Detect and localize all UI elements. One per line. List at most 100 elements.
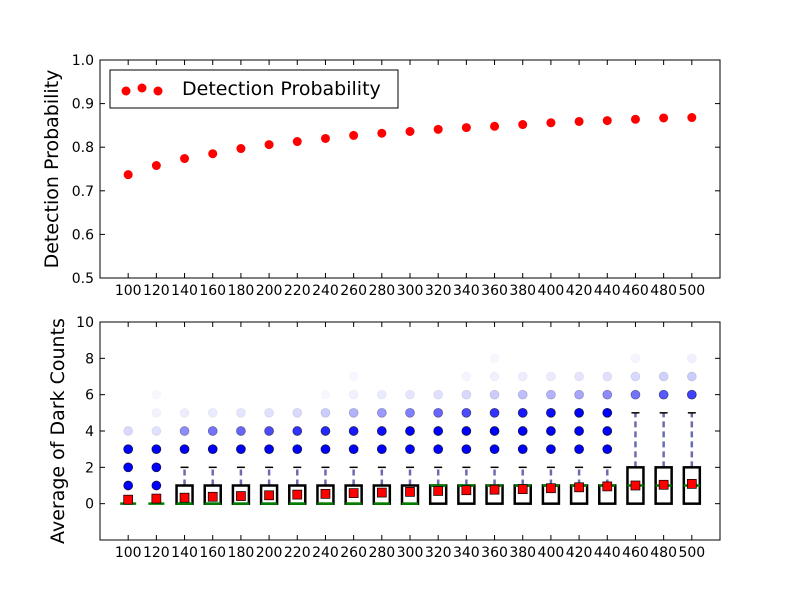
outlier-point [123,480,134,491]
data-point [292,137,302,147]
x-tick-label: 340 [453,283,480,299]
data-point [546,118,556,128]
outlier-point [574,389,584,400]
y-tick-label: 8 [85,351,94,367]
x-tick-label: 480 [650,545,677,561]
data-point [405,127,415,137]
bottom-y-axis: 0 2 4 6 8 10 [76,315,720,513]
x-tick-label: 200 [256,545,283,561]
data-point [123,170,133,180]
outlier-point [321,390,330,399]
outlier-point [433,407,444,418]
top-x-axis: 100 120 140 160 180 200 220 240 260 280 300 320 340 3… [115,60,705,299]
x-tick-label: 440 [594,283,621,299]
x-tick-label: 200 [256,283,283,299]
outlier-point [152,390,161,399]
outlier-point [348,389,359,400]
data-point [602,116,612,126]
y-tick-label: 0.9 [72,97,94,113]
x-tick-label: 460 [622,545,649,561]
outlier-point [320,426,331,436]
x-tick-label: 380 [509,545,536,561]
x-tick-label: 360 [481,283,508,299]
outlier-point [602,389,613,400]
outlier-point [574,371,584,382]
outlier-point [658,371,669,382]
x-tick-label: 260 [340,545,367,561]
data-point [377,128,387,138]
data-point [264,140,274,150]
outlier-point [151,444,162,455]
mean-marker [517,484,528,494]
outlier-point [686,371,697,382]
mean-marker [236,491,246,501]
y-tick-label: 0.6 [72,227,94,243]
outlier-point [264,444,274,455]
outlier-point [546,426,556,436]
outlier-point [376,444,387,455]
y-tick-label: 6 [85,388,94,404]
mean-marker [292,489,303,500]
x-tick-label: 300 [397,283,424,299]
outlier-point [349,372,358,381]
outlier-point [489,407,500,418]
x-tick-label: 420 [566,545,593,561]
outlier-point [630,389,641,400]
outlier-point [320,407,331,418]
outlier-point [686,389,697,400]
outlier-point [376,426,387,436]
outlier-point [546,407,556,418]
outlier-point [433,444,444,455]
x-tick-label: 260 [340,283,367,299]
outlier-point [207,444,218,455]
outlier-point [405,426,415,436]
mean-marker [433,486,444,496]
x-tick-label: 500 [678,283,705,299]
outlier-point [630,371,641,382]
y-tick-label: 0 [85,497,94,513]
x-tick-label: 160 [199,283,226,299]
outlier-point [292,444,303,455]
outlier-point [517,426,528,436]
mean-marker [461,485,472,496]
mean-marker [405,487,415,497]
outlier-point [574,426,584,436]
outlier-point [236,426,246,436]
outlier-point [489,426,500,436]
x-tick-label: 460 [622,283,649,299]
outlier-point [658,389,669,400]
x-tick-label: 160 [199,545,226,561]
data-point [574,116,584,126]
x-tick-label: 220 [284,545,311,561]
x-tick-label: 400 [538,283,565,299]
top-y-axis-label: Detection Probability [41,70,63,269]
outlier-point [490,354,499,363]
outlier-point [405,407,415,418]
top-legend: Detection Probability [109,69,399,109]
outlier-point [179,407,190,418]
outlier-point [207,407,218,418]
top-y-axis: 0.5 0.6 0.7 0.8 0.9 1.0 [72,53,720,287]
outlier-point [461,444,472,455]
data-point [630,114,640,124]
outlier-point [461,407,472,418]
outlier-point [489,371,500,382]
outlier-point [123,444,134,455]
mean-marker [348,488,359,498]
outlier-point [151,462,162,473]
y-tick-label: 0.7 [72,184,94,200]
mean-marker [602,481,613,492]
outlier-point [574,444,584,455]
outlier-point [236,407,246,418]
outlier-point [602,444,613,455]
outlier-point [517,371,528,382]
outlier-point [489,444,500,455]
mean-marker [151,493,162,504]
x-tick-label: 400 [538,545,565,561]
outlier-point [179,426,190,436]
bottom-chart: 0 2 4 6 8 10 100 120 140 160 180 200 220 240 260 280 30… [47,315,721,561]
outlier-point [348,426,359,436]
x-tick-label: 420 [566,283,593,299]
outlier-point [123,426,134,436]
x-tick-label: 140 [171,545,198,561]
